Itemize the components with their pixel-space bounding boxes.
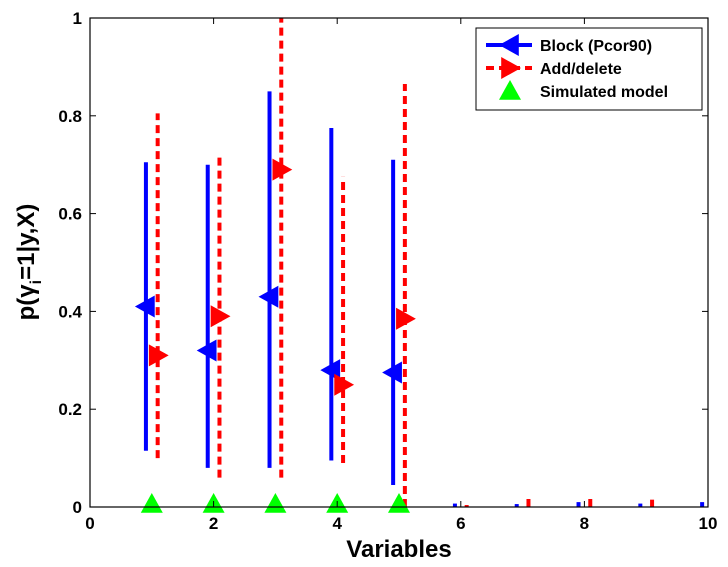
x-tick-label-8: 8 [580, 514, 589, 533]
x-tick-label-4: 4 [332, 514, 342, 533]
y-tick-label-0.4: 0.4 [58, 302, 82, 321]
legend-marker-block [499, 34, 519, 56]
y-tick-label-0.2: 0.2 [58, 400, 82, 419]
y-tick-label-0.6: 0.6 [58, 205, 82, 224]
legend-label-simulated: Simulated model [540, 84, 668, 101]
y-tick-label-1: 1 [73, 9, 82, 28]
marker-add-delete-2 [210, 305, 231, 328]
legend: Block (Pcor90) Add/delete Simulated model [475, 27, 703, 111]
legend-marker-add-delete [501, 57, 521, 79]
y-axis-title-subscript: i [28, 280, 45, 284]
x-axis-title: Variables [346, 536, 451, 563]
y-axis-title: p(γi=1|y,X) [13, 204, 45, 321]
y-tick-label-0.8: 0.8 [58, 107, 82, 126]
marker-block-3 [258, 285, 279, 308]
errorbars-layer [143, 18, 705, 507]
x-tick-label-0: 0 [85, 514, 94, 533]
legend-label-add-delete: Add/delete [540, 61, 622, 78]
y-axis-title-suffix: =1|y,X) [13, 204, 40, 280]
x-tick-label-2: 2 [209, 514, 218, 533]
x-tick-label-6: 6 [456, 514, 465, 533]
marker-add-delete-4 [334, 373, 355, 396]
marker-add-delete-3 [272, 158, 293, 181]
marker-add-delete-5 [396, 307, 416, 330]
marker-block-1 [134, 295, 155, 318]
marker-block-5 [382, 361, 402, 384]
x-tick-label-10: 10 [699, 514, 718, 533]
marker-simulated-1 [140, 493, 163, 513]
legend-marker-simulated [499, 80, 521, 100]
marker-block-2 [196, 339, 217, 362]
y-axis-title-symbol: γ [13, 284, 40, 298]
y-axis-title-prefix: p( [13, 298, 40, 321]
legend-label-block: Block (Pcor90) [540, 38, 652, 55]
ticks-layer: 0 2 4 6 8 10 0 0.2 0.4 0.6 0.8 1 [58, 9, 717, 533]
plot-area-frame [89, 17, 709, 508]
marker-simulated-5 [388, 493, 410, 513]
marker-simulated-3 [264, 493, 287, 513]
marker-add-delete-1 [148, 344, 169, 367]
y-tick-label-0: 0 [73, 498, 82, 517]
